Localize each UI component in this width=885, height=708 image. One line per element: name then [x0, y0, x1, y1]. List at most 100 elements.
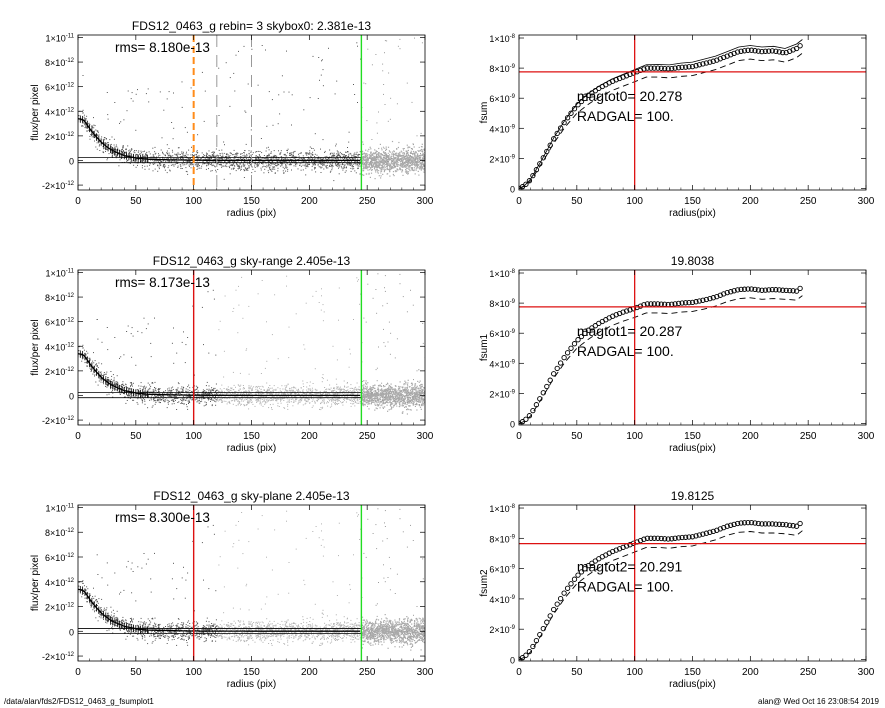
- scatter-point: [185, 156, 187, 158]
- scatter-point: [128, 394, 130, 396]
- scatter-point: [122, 146, 124, 148]
- fsum-point: [557, 125, 564, 131]
- scatter-point: [206, 153, 208, 155]
- scatter-point: [392, 155, 394, 157]
- scatter-point: [289, 163, 291, 165]
- scatter-point: [286, 396, 288, 398]
- scatter-point: [173, 327, 174, 329]
- scatter-point: [224, 165, 226, 167]
- scatter-point: [377, 273, 379, 275]
- scatter-point: [180, 168, 182, 169]
- scatter-point: [178, 158, 180, 160]
- scatter-point: [327, 167, 329, 169]
- scatter-point: [249, 164, 251, 166]
- scatter-point: [154, 389, 156, 391]
- scatter-point: [149, 388, 151, 390]
- scatter-point: [220, 163, 222, 165]
- scatter-point: [254, 163, 256, 165]
- scatter-point: [131, 383, 133, 385]
- scatter-point: [286, 155, 288, 157]
- scatter-point: [311, 153, 313, 155]
- scatter-point: [270, 163, 272, 165]
- scatter-point: [290, 162, 292, 164]
- scatter-point: [149, 163, 151, 165]
- scatter-point: [207, 156, 209, 158]
- scatter-point: [267, 155, 268, 156]
- scatter-point: [137, 164, 138, 166]
- scatter-point: [217, 155, 219, 157]
- scatter-point: [110, 152, 112, 154]
- y-tick-exponent: -9: [510, 124, 516, 130]
- scatter-point: [378, 147, 380, 150]
- scatter-point: [420, 159, 422, 161]
- scatter-point: [307, 388, 309, 390]
- scatter-point: [374, 161, 376, 164]
- scatter-point: [325, 395, 327, 397]
- scatter-point: [300, 158, 302, 159]
- scatter-point: [285, 167, 287, 169]
- scatter-point: [103, 148, 104, 150]
- scatter-point: [280, 156, 282, 158]
- scatter-point: [347, 399, 349, 400]
- scatter-point: [295, 161, 297, 163]
- scatter-point: [373, 167, 376, 169]
- scatter-point: [259, 151, 261, 152]
- scatter-point: [217, 155, 219, 157]
- scatter-point: [368, 154, 370, 156]
- scatter-point: [372, 387, 374, 389]
- scatter-point: [377, 157, 380, 159]
- scatter-point: [255, 159, 257, 161]
- scatter-point: [363, 155, 365, 157]
- scatter-point: [420, 154, 422, 156]
- scatter-point: [211, 156, 212, 158]
- scatter-point: [289, 152, 291, 154]
- scatter-point: [173, 158, 174, 160]
- scatter-point: [260, 158, 262, 160]
- scatter-point: [390, 387, 392, 389]
- scatter-point: [120, 150, 122, 152]
- scatter-point: [232, 311, 234, 312]
- scatter-point: [397, 154, 399, 156]
- scatter-point: [421, 390, 423, 392]
- scatter-point: [169, 154, 171, 156]
- scatter-point: [383, 165, 386, 167]
- scatter-point: [293, 154, 294, 156]
- scatter-point: [374, 156, 376, 158]
- scatter-point: [205, 168, 207, 170]
- scatter-point: [190, 398, 192, 400]
- scatter-point: [300, 165, 302, 167]
- scatter-point: [340, 164, 342, 166]
- scatter-point: [362, 160, 364, 162]
- scatter-point: [407, 146, 409, 148]
- y-tick-mantissa: 0: [69, 156, 74, 166]
- scatter-point: [412, 392, 414, 394]
- scatter-point: [322, 157, 324, 159]
- annotation-2: RADGAL= 100.: [577, 108, 674, 124]
- scatter-point: [297, 391, 298, 393]
- scatter-point: [276, 158, 278, 160]
- scatter-point: [142, 159, 144, 161]
- scatter-point: [115, 155, 117, 157]
- scatter-point: [271, 162, 273, 164]
- scatter-point: [378, 111, 379, 113]
- scatter-point: [382, 63, 384, 65]
- scatter-point: [423, 158, 425, 160]
- scatter-point: [227, 160, 229, 162]
- scatter-point: [321, 60, 322, 62]
- scatter-point: [106, 159, 108, 161]
- scatter-point: [400, 401, 402, 403]
- scatter-point: [388, 158, 390, 160]
- scatter-point: [332, 165, 334, 167]
- scatter-point: [208, 163, 210, 165]
- scatter-point: [387, 395, 389, 397]
- scatter-point: [420, 169, 422, 171]
- scatter-point: [411, 163, 413, 166]
- scatter-point: [364, 385, 366, 387]
- scatter-point: [386, 156, 388, 157]
- scatter-point: [415, 156, 417, 158]
- scatter-point: [399, 394, 401, 396]
- scatter-point: [135, 129, 137, 131]
- scatter-point: [385, 392, 387, 394]
- scatter-point: [257, 161, 259, 163]
- scatter-point: [258, 156, 259, 158]
